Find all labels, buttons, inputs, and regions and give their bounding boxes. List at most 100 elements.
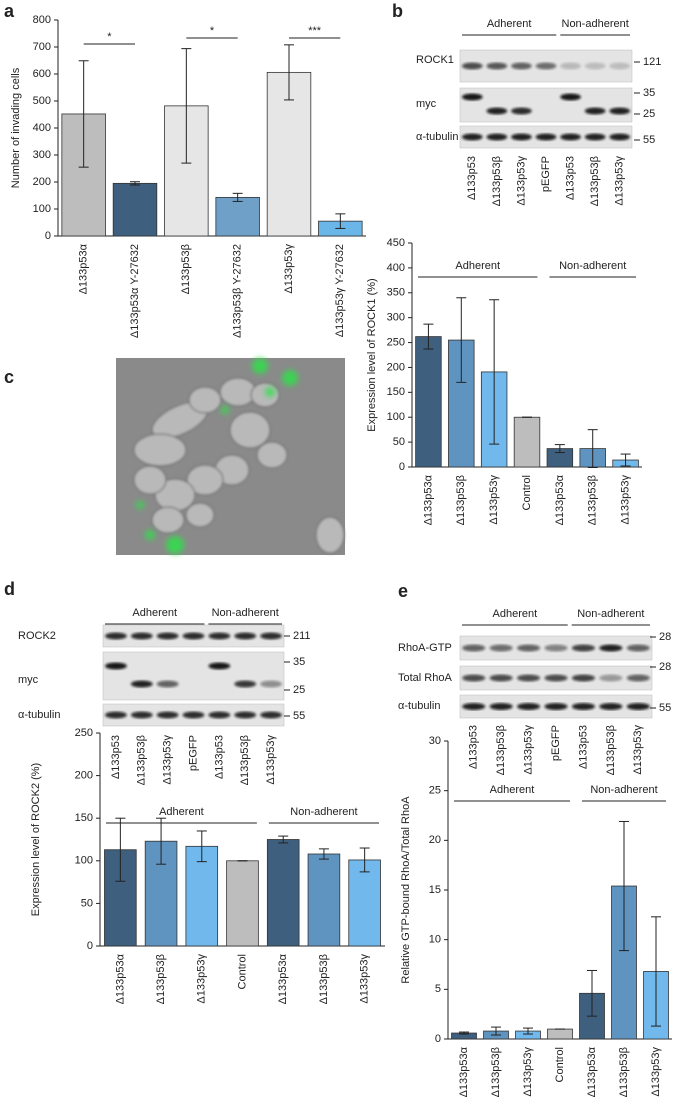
y-tick-label: 200 — [33, 176, 51, 188]
y-tick-label: 250 — [387, 336, 405, 348]
x-tick-label: Δ133p53β Y-27632 — [232, 244, 244, 338]
blot-band — [584, 107, 606, 115]
blot-band — [535, 62, 557, 70]
y-tick-label: 100 — [33, 203, 51, 215]
blot-band — [234, 680, 257, 688]
x-tick-label: Δ133p53γ — [488, 475, 500, 525]
x-tick-label: Δ133p53γ — [522, 1047, 534, 1097]
lane-label: Δ133p53γ — [162, 735, 174, 785]
lane-label: Δ133p53γ — [632, 725, 644, 775]
lane-label: Δ133p53γ — [515, 156, 527, 206]
lane-label: Δ133p53β — [495, 725, 507, 775]
blot-strip — [102, 651, 285, 701]
y-axis-label: Relative GTP-bound RhoA/Total RhoA — [400, 796, 412, 984]
error-bar — [335, 213, 346, 229]
blot-band — [584, 62, 606, 70]
x-tick-label: Control — [554, 1047, 566, 1082]
y-tick-label: 0 — [435, 1033, 441, 1045]
y-tick-label: 700 — [33, 41, 51, 53]
blot-group-label: Adherent — [493, 608, 538, 620]
blot-band — [544, 703, 568, 710]
lane-label: Δ133p53 — [577, 725, 589, 769]
blot-band — [461, 62, 483, 70]
lane-label: Δ133p53 — [466, 156, 478, 200]
lane-label: Δ133p53 — [213, 735, 225, 779]
y-tick-label: 25 — [429, 785, 441, 797]
blot-band — [130, 632, 153, 640]
y-tick-label: 0 — [399, 461, 405, 473]
blot-band — [511, 107, 532, 115]
y-axis-label: Number of invading cells — [10, 67, 22, 188]
bar — [547, 1028, 573, 1040]
x-tick-label: Δ133p53α — [422, 474, 434, 525]
blot-band — [599, 644, 623, 652]
blot-band — [517, 703, 541, 710]
y-tick-label: 50 — [81, 897, 93, 909]
x-tick-label: Δ133p53γ Y-27632 — [334, 244, 346, 337]
blot-band — [626, 703, 650, 710]
x-tick-label: Control — [521, 475, 533, 510]
blot-group-label: Non-adherent — [562, 18, 629, 30]
group-label: Adherent — [490, 784, 535, 796]
error-bar — [651, 916, 661, 1027]
x-tick-label: Δ133p53γ — [619, 475, 631, 525]
micrograph — [116, 358, 345, 555]
blot-row-label: ROCK2 — [18, 630, 56, 642]
lane-label: Δ133p53β — [491, 156, 503, 206]
y-tick-label: 600 — [33, 68, 51, 80]
blot-band — [208, 632, 231, 640]
blot-band — [489, 703, 513, 710]
y-tick-label: 200 — [387, 361, 405, 373]
y-tick-label: 400 — [387, 262, 405, 274]
error-bar — [156, 817, 167, 865]
y-tick-label: 30 — [429, 735, 441, 747]
lane-label: Δ133p53β — [605, 725, 617, 775]
blot-band — [105, 662, 127, 670]
marker-label: 55 — [293, 710, 305, 722]
blot-row-label: Total RhoA — [398, 672, 452, 684]
lane-label: Δ133p53 — [110, 735, 122, 779]
blot-band — [609, 133, 631, 141]
blot-band — [486, 107, 508, 115]
error-bar — [284, 44, 294, 101]
significance-label: * — [107, 31, 112, 43]
x-tick-label: Δ133p53α — [277, 953, 289, 1004]
lane-label: Δ133p53 — [564, 156, 576, 200]
y-tick-label: 200 — [75, 770, 93, 782]
y-tick-label: 150 — [75, 812, 93, 824]
lane-label: Δ133p53β — [239, 735, 251, 785]
marker-label: 28 — [659, 631, 671, 643]
bar — [112, 182, 158, 237]
bar — [226, 860, 259, 947]
x-tick-label: Δ133p53γ — [359, 954, 371, 1004]
y-tick-label: 100 — [387, 411, 405, 423]
x-tick-label: Δ133p53β — [180, 244, 192, 294]
panel-label: d — [4, 579, 15, 599]
y-tick-label: 15 — [429, 884, 441, 896]
blot-band — [461, 93, 483, 101]
blot-band — [260, 711, 282, 719]
error-bar — [489, 299, 500, 445]
error-bar — [318, 848, 329, 860]
blot-band — [461, 133, 483, 141]
lane-label: Δ133p53β — [589, 156, 601, 206]
error-bar — [491, 1026, 501, 1036]
blot-band — [511, 133, 532, 141]
lane-label: Δ133p53γ — [522, 725, 534, 775]
blot-row-label: myc — [18, 674, 39, 686]
marker-label: 35 — [643, 87, 655, 99]
lane-label: Δ133p53γ — [614, 156, 626, 206]
bar — [415, 336, 442, 468]
lane-label: Δ133p53 — [468, 725, 480, 769]
blot-band — [462, 703, 486, 710]
blot-band — [182, 711, 205, 719]
blot-band — [234, 632, 257, 640]
marker-label: 25 — [293, 684, 305, 696]
error-bar — [456, 297, 467, 383]
x-tick-label: Δ133p53α — [586, 1046, 598, 1097]
y-tick-label: 5 — [435, 983, 441, 995]
panel-label: e — [398, 581, 408, 601]
marker-label: 211 — [293, 630, 311, 642]
blot-band — [584, 133, 606, 141]
error-bar — [620, 453, 631, 467]
